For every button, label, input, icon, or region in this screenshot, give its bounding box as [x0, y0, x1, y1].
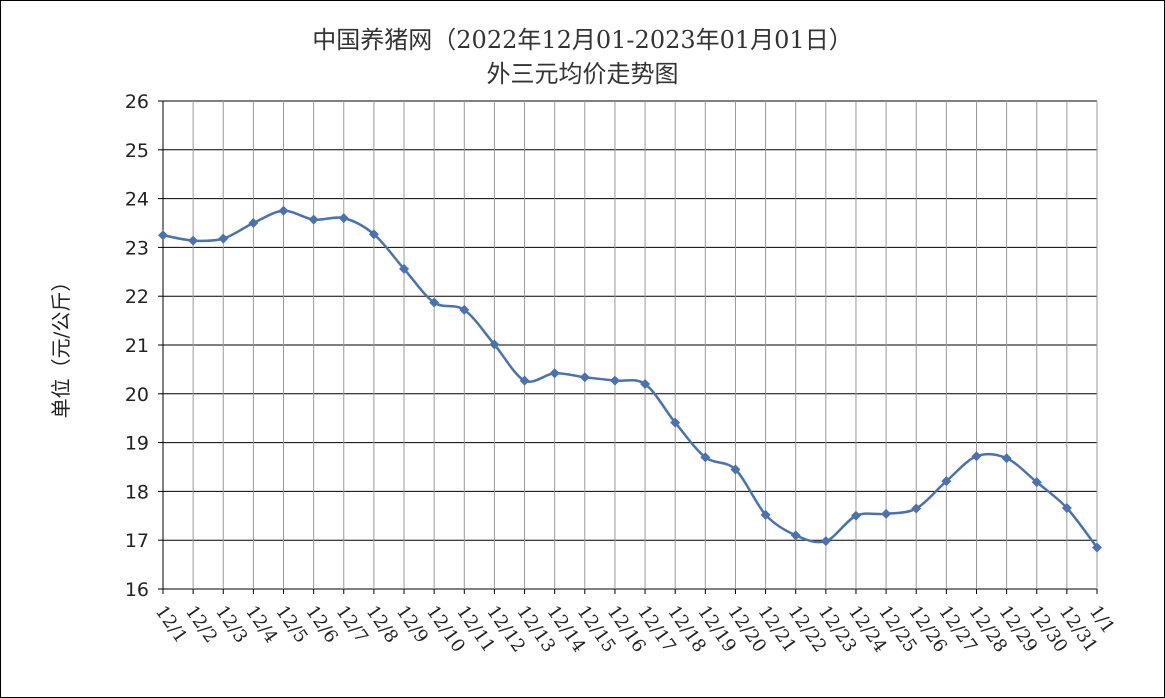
data-point — [338, 213, 349, 224]
grid — [162, 100, 1098, 590]
data-point — [399, 263, 410, 274]
x-tick-label: 12/5 — [271, 602, 311, 647]
y-tick-label: 16 — [125, 579, 149, 601]
data-point — [549, 368, 560, 379]
data-point — [158, 230, 168, 241]
data-point — [790, 530, 801, 541]
y-axis-label: 单位（元/公斤） — [49, 272, 73, 419]
data-point — [278, 205, 289, 216]
x-tick-label: 12/4 — [241, 602, 281, 647]
y-tick-label: 19 — [125, 433, 149, 455]
data-point — [1031, 477, 1042, 488]
y-tick-label: 21 — [125, 335, 149, 357]
data-point — [1092, 542, 1102, 553]
x-tick-label: 12/7 — [332, 602, 372, 647]
y-axis-ticks: 16 17 18 19 20 21 22 23 24 25 26 — [125, 91, 163, 601]
data-point — [670, 417, 681, 428]
series-line — [162, 209, 1098, 549]
x-tick-label: 12/9 — [392, 602, 432, 647]
data-point — [760, 509, 771, 520]
y-tick-label: 18 — [125, 481, 149, 503]
chart-subtitle: 外三元均价走势图 — [486, 60, 679, 88]
data-point — [700, 452, 711, 463]
data-point — [881, 508, 892, 519]
data-point — [368, 229, 379, 240]
data-point — [519, 375, 530, 386]
y-tick-label: 23 — [125, 237, 149, 259]
data-point — [730, 464, 741, 475]
data-point — [188, 235, 199, 246]
chart-title: 中国养猪网（2022年12月01-2023年01月01日） — [312, 26, 853, 54]
data-point — [248, 218, 259, 228]
y-tick-label: 25 — [125, 140, 149, 162]
x-tick-label: 12/1 — [151, 602, 191, 647]
data-point — [971, 451, 982, 462]
x-tick-label: 12/8 — [362, 602, 402, 647]
data-point — [640, 379, 651, 390]
data-point — [489, 339, 500, 350]
data-point — [1061, 502, 1072, 513]
data-point — [941, 476, 952, 487]
data-point — [429, 297, 440, 308]
x-tick-label: 12/2 — [181, 602, 221, 647]
y-tick-label: 26 — [125, 91, 149, 113]
data-point — [1001, 453, 1012, 464]
y-tick-label: 24 — [125, 189, 149, 211]
x-tick-label: 12/6 — [302, 602, 342, 647]
y-tick-label: 22 — [125, 286, 149, 308]
data-point — [579, 372, 590, 383]
data-point — [218, 233, 229, 244]
x-axis-ticks: 12/112/212/312/412/512/612/712/812/912/1… — [151, 589, 1119, 656]
data-point — [609, 375, 620, 386]
data-point — [820, 536, 831, 547]
data-point — [308, 214, 319, 225]
data-point — [911, 503, 922, 514]
data-point — [850, 510, 861, 521]
y-tick-label: 20 — [125, 384, 149, 406]
series-layer — [158, 205, 1102, 553]
data-point — [459, 304, 470, 315]
x-tick-label: 12/3 — [211, 602, 251, 647]
y-tick-label: 17 — [125, 530, 149, 552]
